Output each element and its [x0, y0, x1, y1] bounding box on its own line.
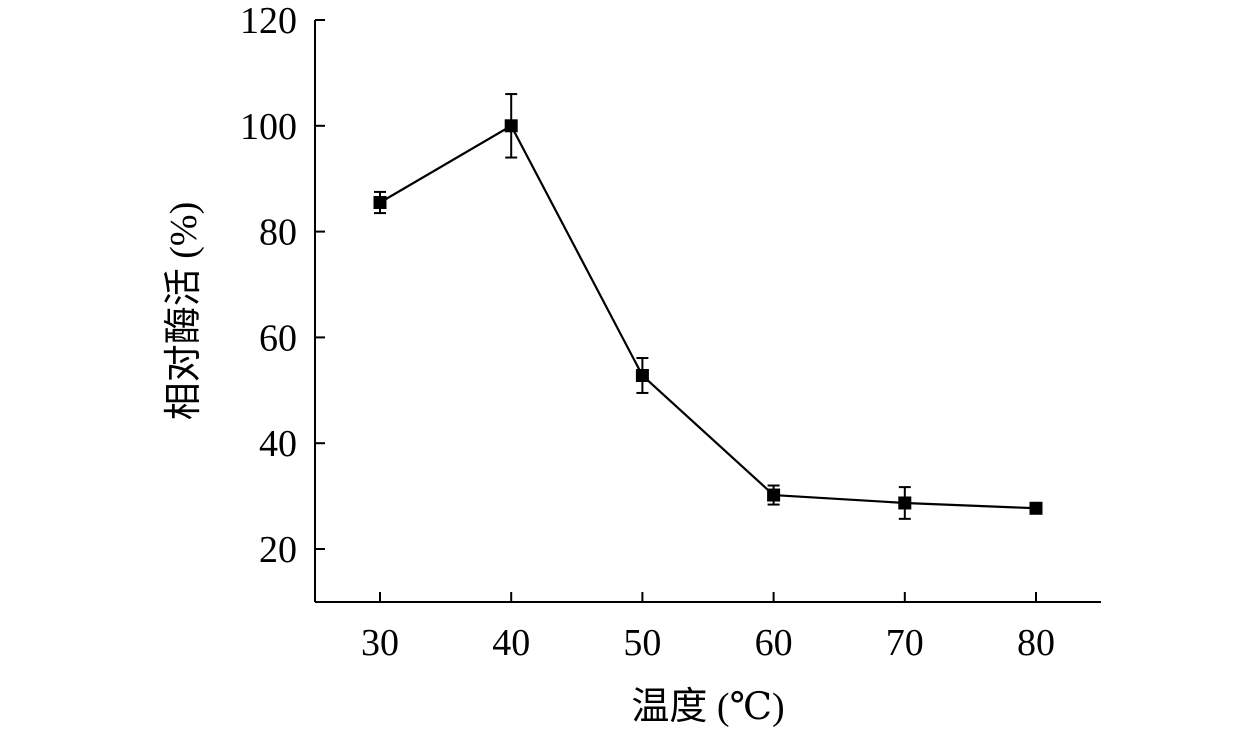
data-point-marker	[504, 119, 518, 133]
data-point-marker	[898, 496, 912, 510]
data-point-marker	[635, 368, 649, 382]
series-line	[379, 124, 1037, 510]
y-tick-label: 20	[259, 529, 297, 571]
x-tick-label: 70	[886, 622, 924, 664]
y-axis-title: 相对酶活 (%)	[163, 202, 205, 420]
x-tick-label: 50	[623, 622, 661, 664]
series-lines	[379, 124, 1037, 510]
data-point-marker	[373, 196, 387, 210]
y-tick-label: 100	[240, 106, 297, 148]
x-ticks: 30 40 50 60 70 80	[361, 592, 1055, 664]
x-tick-label: 30	[361, 622, 399, 664]
data-point-marker	[767, 488, 781, 502]
data-point-marker	[1029, 501, 1043, 515]
y-tick-label: 120	[240, 0, 297, 42]
y-tick-label: 80	[259, 212, 297, 254]
data-markers	[373, 119, 1043, 515]
x-tick-label: 40	[492, 622, 530, 664]
y-ticks: 20 40 60 80 100 120	[240, 0, 325, 571]
axes	[314, 20, 1101, 603]
error-bars	[374, 93, 1042, 520]
x-tick-label: 60	[755, 622, 793, 664]
y-tick-label: 60	[259, 317, 297, 359]
y-tick-label: 40	[259, 423, 297, 465]
x-tick-label: 80	[1017, 622, 1055, 664]
x-axis-title: 温度 (℃)	[631, 686, 784, 728]
